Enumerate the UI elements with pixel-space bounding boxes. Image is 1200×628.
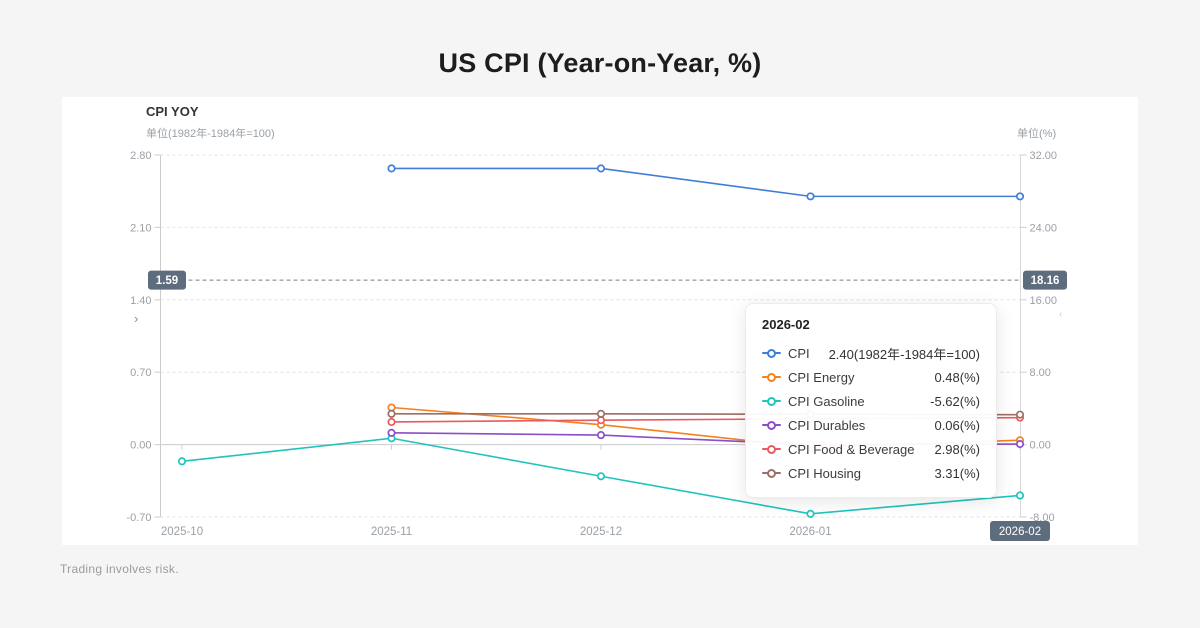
tooltip-date: 2026-02 bbox=[762, 317, 810, 332]
chevron-left-icon[interactable]: ‹ bbox=[1059, 309, 1063, 320]
series-value: 3.31(%) bbox=[934, 465, 980, 481]
svg-text:2025-12: 2025-12 bbox=[580, 526, 622, 538]
series-marker-icon bbox=[762, 348, 781, 358]
chevron-right-icon[interactable]: › bbox=[134, 311, 139, 326]
series-marker-icon bbox=[762, 468, 781, 478]
svg-text:0.00: 0.00 bbox=[1030, 440, 1051, 452]
svg-text:0.70: 0.70 bbox=[130, 367, 151, 379]
svg-text:0.00: 0.00 bbox=[130, 440, 151, 452]
series-name: CPI Gasoline bbox=[788, 393, 865, 409]
svg-text:32.00: 32.00 bbox=[1030, 150, 1058, 162]
svg-text:16.00: 16.00 bbox=[1030, 295, 1058, 307]
svg-text:1.59: 1.59 bbox=[156, 275, 178, 287]
series-value: 2.40(1982年-1984年=100) bbox=[828, 346, 980, 362]
series-marker-icon bbox=[762, 372, 781, 382]
svg-text:2.80: 2.80 bbox=[130, 150, 151, 162]
svg-text:-0.70: -0.70 bbox=[126, 512, 151, 524]
disclaimer-text: Trading involves risk. bbox=[60, 562, 179, 576]
chart-tooltip: 2026-02 CPI 2.40(1982年-1984年=100) CPI Ener… bbox=[745, 303, 997, 498]
series-name: CPI Housing bbox=[788, 465, 861, 481]
page-title: US CPI (Year-on-Year, %) bbox=[438, 48, 762, 78]
tooltip-row: CPI Food & Beverage 2.98(%) bbox=[762, 437, 980, 461]
series-name: CPI Food & Beverage bbox=[788, 441, 915, 457]
svg-text:2026-02: 2026-02 bbox=[999, 526, 1041, 538]
series-value: -5.62(%) bbox=[930, 393, 980, 409]
svg-text:2025-11: 2025-11 bbox=[371, 526, 412, 538]
svg-text:8.00: 8.00 bbox=[1030, 367, 1051, 379]
tooltip-row: CPI Gasoline -5.62(%) bbox=[762, 389, 980, 413]
series-name: CPI Durables bbox=[788, 417, 866, 433]
svg-text:2025-10: 2025-10 bbox=[161, 526, 203, 538]
svg-text:24.00: 24.00 bbox=[1030, 222, 1058, 234]
tooltip-row: CPI 2.40(1982年-1984年=100) bbox=[762, 341, 980, 365]
series-value: 0.48(%) bbox=[934, 369, 980, 385]
series-value: 0.06(%) bbox=[934, 417, 980, 433]
tooltip-row: CPI Durables 0.06(%) bbox=[762, 413, 980, 437]
svg-text:18.16: 18.16 bbox=[1031, 275, 1060, 287]
svg-text:2026-01: 2026-01 bbox=[789, 526, 831, 538]
series-value: 2.98(%) bbox=[934, 441, 980, 457]
series-name: CPI Energy bbox=[788, 369, 855, 385]
svg-text:2.10: 2.10 bbox=[130, 222, 151, 234]
tooltip-row: CPI Energy 0.48(%) bbox=[762, 365, 980, 389]
series-name: CPI bbox=[788, 345, 810, 361]
chart-title: CPI YOY bbox=[146, 104, 199, 119]
tooltip-row: CPI Housing 3.31(%) bbox=[762, 461, 980, 485]
series-marker-icon bbox=[762, 444, 781, 454]
series-marker-icon bbox=[762, 396, 781, 406]
chart-card: CPI YOY 单位(1982年-1984年=100) 单位(%) › ‹ 2.… bbox=[62, 97, 1138, 545]
series-marker-icon bbox=[762, 420, 781, 430]
right-axis-unit-label: 单位(%) bbox=[1017, 128, 1057, 140]
left-axis-unit-label: 单位(1982年-1984年=100) bbox=[146, 128, 275, 140]
svg-text:1.40: 1.40 bbox=[130, 295, 151, 307]
